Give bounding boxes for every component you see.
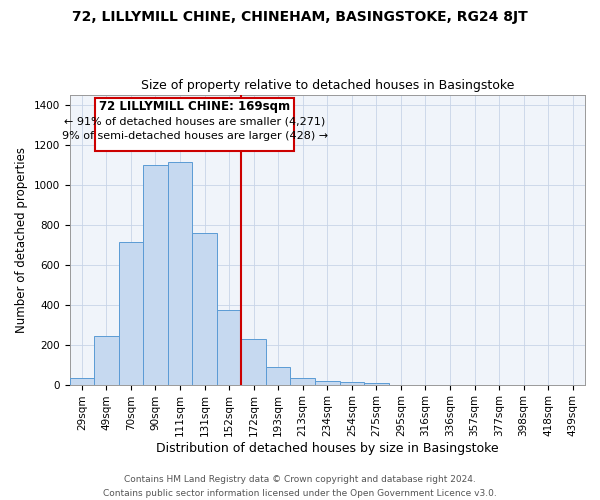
Bar xyxy=(70,378,94,384)
Bar xyxy=(168,162,192,384)
Text: Contains HM Land Registry data © Crown copyright and database right 2024.
Contai: Contains HM Land Registry data © Crown c… xyxy=(103,476,497,498)
Text: 9% of semi-detached houses are larger (428) →: 9% of semi-detached houses are larger (4… xyxy=(62,130,328,140)
Bar xyxy=(119,242,143,384)
Bar xyxy=(315,380,340,384)
Text: 72 LILLYMILL CHINE: 169sqm: 72 LILLYMILL CHINE: 169sqm xyxy=(99,100,290,113)
FancyBboxPatch shape xyxy=(95,98,294,150)
Bar xyxy=(94,336,119,384)
Bar xyxy=(241,338,266,384)
Bar xyxy=(340,382,364,384)
Bar xyxy=(217,310,241,384)
Y-axis label: Number of detached properties: Number of detached properties xyxy=(15,146,28,332)
Text: ← 91% of detached houses are smaller (4,271): ← 91% of detached houses are smaller (4,… xyxy=(64,116,325,126)
Title: Size of property relative to detached houses in Basingstoke: Size of property relative to detached ho… xyxy=(140,79,514,92)
Text: 72, LILLYMILL CHINE, CHINEHAM, BASINGSTOKE, RG24 8JT: 72, LILLYMILL CHINE, CHINEHAM, BASINGSTO… xyxy=(72,10,528,24)
Bar xyxy=(364,383,389,384)
Bar xyxy=(143,164,168,384)
Bar xyxy=(266,366,290,384)
Bar xyxy=(192,232,217,384)
Bar xyxy=(290,378,315,384)
X-axis label: Distribution of detached houses by size in Basingstoke: Distribution of detached houses by size … xyxy=(156,442,499,455)
